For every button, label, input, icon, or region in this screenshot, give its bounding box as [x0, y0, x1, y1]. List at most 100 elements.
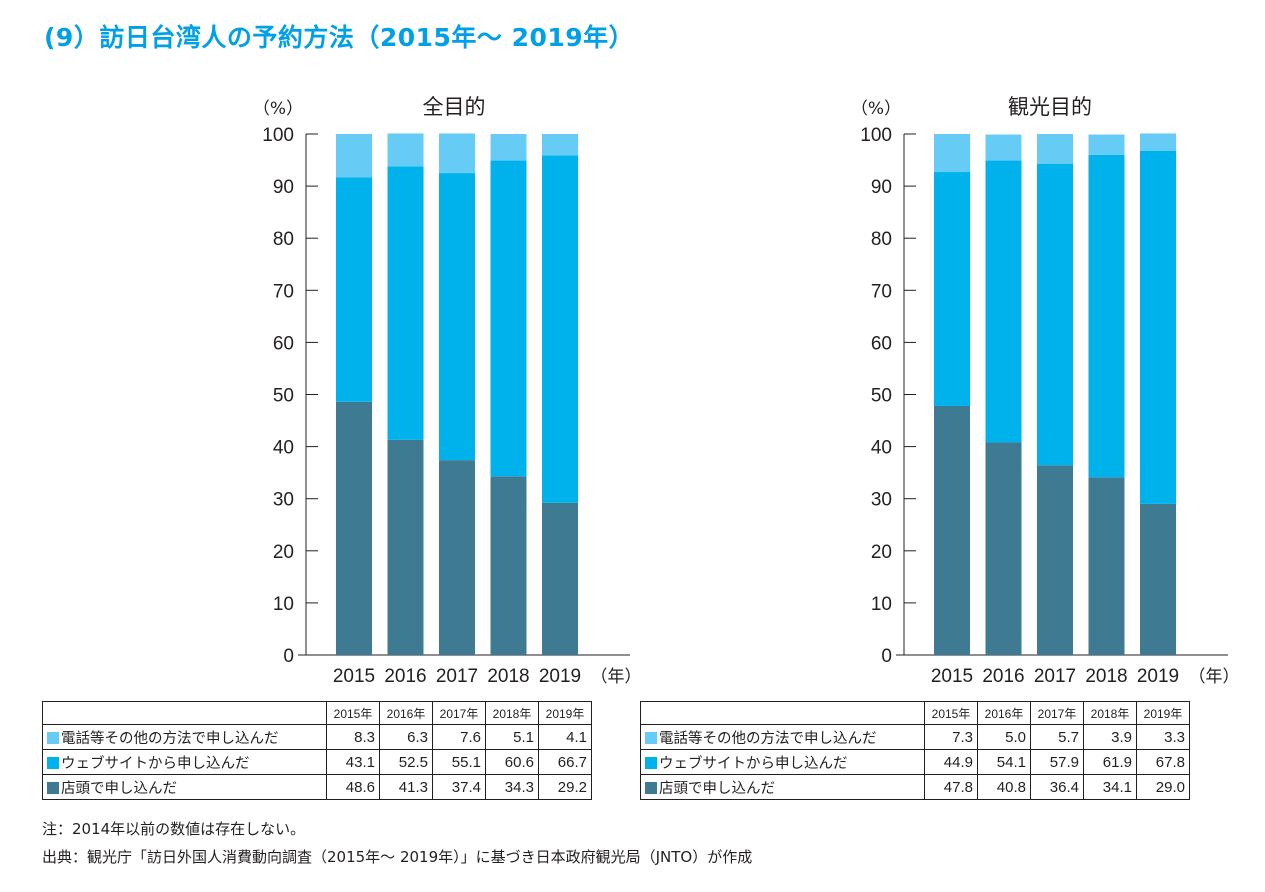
- legend-swatch-web: [47, 756, 59, 769]
- table-header-blank: [640, 701, 925, 725]
- data-table-all-purposes: 2015年 2016年 2017年 2018年 2019年 電話等その他の方法で…: [42, 701, 592, 800]
- bar-segment-phone: [934, 134, 970, 173]
- y-tick-label: 100: [262, 125, 294, 146]
- bar-segment-web: [934, 172, 970, 406]
- x-tick-label: 2016: [384, 666, 426, 687]
- bar-segment-store: [336, 401, 372, 655]
- table-cell: 3.3: [1136, 724, 1190, 750]
- row-label: ウェブサイトから申し込んだ: [42, 749, 327, 775]
- footnote: 注：2014年以前の数値は存在しない。: [42, 820, 306, 838]
- table-cell: 41.3: [379, 774, 433, 800]
- page-title: (9）訪日台湾人の予約方法（2015年～ 2019年）: [44, 23, 635, 52]
- y-tick-label: 40: [871, 438, 892, 459]
- legend-swatch-phone: [645, 731, 657, 744]
- table-header-year: 2016年: [977, 701, 1031, 725]
- table-row: 店頭で申し込んだ 47.8 40.8 36.4 34.1 29.0: [640, 774, 1190, 800]
- y-tick-label: 50: [871, 386, 892, 407]
- y-axis-unit: （%）: [851, 99, 901, 119]
- table-cell: 57.9: [1030, 749, 1084, 775]
- y-tick-label: 20: [273, 542, 294, 563]
- table-cell: 7.3: [924, 724, 978, 750]
- bar-segment-store: [934, 405, 970, 655]
- x-tick-label: 2015: [333, 666, 375, 687]
- x-tick-label: 2018: [487, 666, 529, 687]
- table-cell: 5.1: [485, 724, 539, 750]
- bar-segment-web: [439, 173, 475, 461]
- table-header-year: 2017年: [1030, 701, 1084, 725]
- table-cell: 61.9: [1083, 749, 1137, 775]
- y-tick-label: 30: [871, 490, 892, 511]
- bar-segment-store: [490, 476, 527, 655]
- y-tick-label: 100: [860, 125, 892, 146]
- x-tick-label: 2018: [1085, 666, 1127, 687]
- y-tick-label: 60: [871, 333, 892, 354]
- row-label-text: 店頭で申し込んだ: [61, 780, 177, 797]
- bar-segment-phone: [542, 134, 578, 156]
- x-axis-unit: （年）: [1189, 667, 1240, 687]
- table-cell: 29.2: [538, 774, 592, 800]
- table-cell: 5.7: [1030, 724, 1084, 750]
- y-axis-unit: （%）: [253, 99, 303, 119]
- row-label: 電話等その他の方法で申し込んだ: [640, 724, 925, 750]
- bar-segment-phone: [1037, 134, 1073, 164]
- y-tick-label: 70: [871, 281, 892, 302]
- table-cell: 34.1: [1083, 774, 1137, 800]
- row-label-text: 電話等その他の方法で申し込んだ: [61, 730, 279, 747]
- row-label-text: ウェブサイトから申し込んだ: [61, 755, 250, 772]
- y-tick-label: 90: [273, 177, 294, 198]
- y-tick-label: 60: [273, 333, 294, 354]
- table-cell: 48.6: [326, 774, 380, 800]
- table-cell: 37.4: [432, 774, 486, 800]
- y-tick-label: 90: [871, 177, 892, 198]
- table-row: ウェブサイトから申し込んだ 44.9 54.1 57.9 61.9 67.8: [640, 749, 1190, 775]
- table-cell: 55.1: [432, 749, 486, 775]
- table-cell: 4.1: [538, 724, 592, 750]
- y-tick-label: 70: [273, 281, 294, 302]
- table-header-row: 2015年 2016年 2017年 2018年 2019年: [640, 701, 1190, 725]
- bar-segment-phone: [1140, 133, 1176, 151]
- x-tick-label: 2019: [539, 666, 581, 687]
- bar-segment-store: [985, 442, 1022, 655]
- x-axis-unit: （年）: [591, 667, 641, 687]
- legend-swatch-store: [47, 781, 59, 794]
- bar-segment-web: [387, 166, 424, 440]
- table-header-year: 2018年: [485, 701, 539, 725]
- bar-segment-store: [439, 460, 475, 655]
- table-header-row: 2015年 2016年 2017年 2018年 2019年: [42, 701, 592, 725]
- bar-segment-web: [336, 177, 372, 402]
- table-header-year: 2016年: [379, 701, 433, 725]
- bar-segment-store: [1088, 477, 1125, 655]
- x-tick-label: 2017: [1034, 666, 1076, 687]
- bar-segment-store: [387, 439, 424, 655]
- y-tick-label: 10: [273, 594, 294, 615]
- table-row: ウェブサイトから申し込んだ 43.1 52.5 55.1 60.6 66.7: [42, 749, 592, 775]
- table-cell: 3.9: [1083, 724, 1137, 750]
- row-label: 店頭で申し込んだ: [640, 774, 925, 800]
- row-label: ウェブサイトから申し込んだ: [640, 749, 925, 775]
- table-cell: 67.8: [1136, 749, 1190, 775]
- x-tick-label: 2016: [982, 666, 1024, 687]
- table-cell: 60.6: [485, 749, 539, 775]
- bar-segment-phone: [985, 134, 1022, 161]
- row-label-text: 店頭で申し込んだ: [659, 780, 775, 797]
- chart-all-purposes: 全目的 （%） 0 10 20 30 40 50 60 70 80 90 100 2015 2016 2017…: [253, 95, 641, 687]
- table-header-year: 2017年: [432, 701, 486, 725]
- legend-swatch-store: [645, 781, 657, 794]
- bar-segment-store: [1037, 465, 1073, 655]
- x-tick-label: 2017: [436, 666, 478, 687]
- table-cell: 40.8: [977, 774, 1031, 800]
- bar-segment-store: [1140, 503, 1176, 655]
- table-header-year: 2019年: [1136, 701, 1190, 725]
- bar-segment-web: [542, 155, 578, 503]
- bar-segment-store: [542, 502, 578, 655]
- x-tick-label: 2015: [931, 666, 973, 687]
- bar-segment-web: [1140, 150, 1176, 504]
- bar-segment-web: [490, 160, 527, 477]
- y-tick-label: 80: [273, 229, 294, 250]
- y-tick-label: 50: [273, 386, 294, 407]
- table-cell: 8.3: [326, 724, 380, 750]
- y-tick-label: 20: [871, 542, 892, 563]
- bar-segment-web: [985, 160, 1022, 443]
- table-cell: 44.9: [924, 749, 978, 775]
- y-tick-label: 0: [881, 646, 892, 667]
